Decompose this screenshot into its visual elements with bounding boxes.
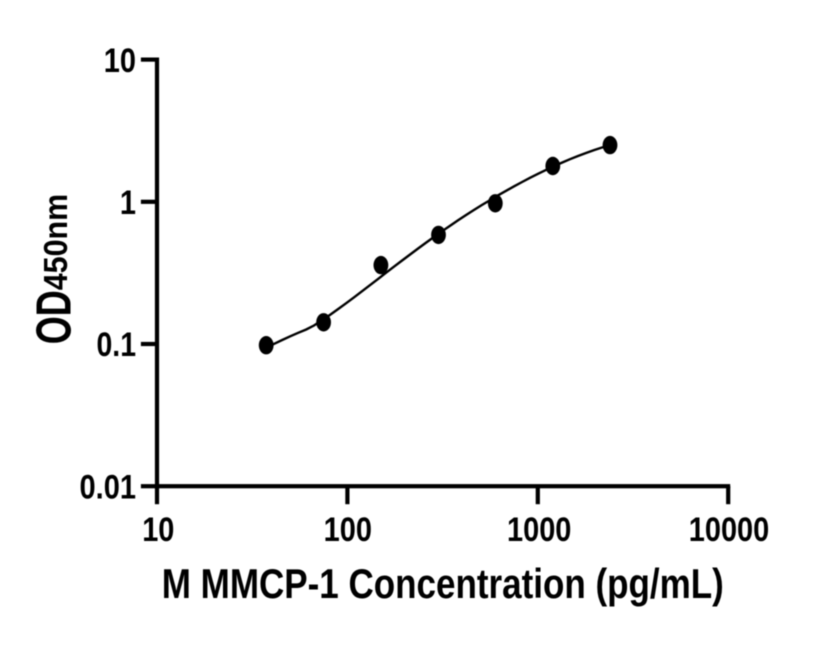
svg-text:10: 10 [104, 42, 136, 80]
svg-text:1: 1 [120, 184, 136, 222]
svg-text:0.1: 0.1 [97, 326, 137, 364]
svg-text:10000: 10000 [689, 511, 770, 549]
svg-text:0.01: 0.01 [80, 468, 137, 506]
svg-text:100: 100 [324, 511, 372, 549]
svg-text:10: 10 [142, 511, 174, 549]
svg-text:450nm: 450nm [37, 194, 75, 291]
svg-text:M MMCP-1 Concentration (pg/mL): M MMCP-1 Concentration (pg/mL) [162, 560, 724, 607]
svg-text:OD: OD [27, 290, 82, 344]
svg-text:1000: 1000 [507, 511, 571, 549]
